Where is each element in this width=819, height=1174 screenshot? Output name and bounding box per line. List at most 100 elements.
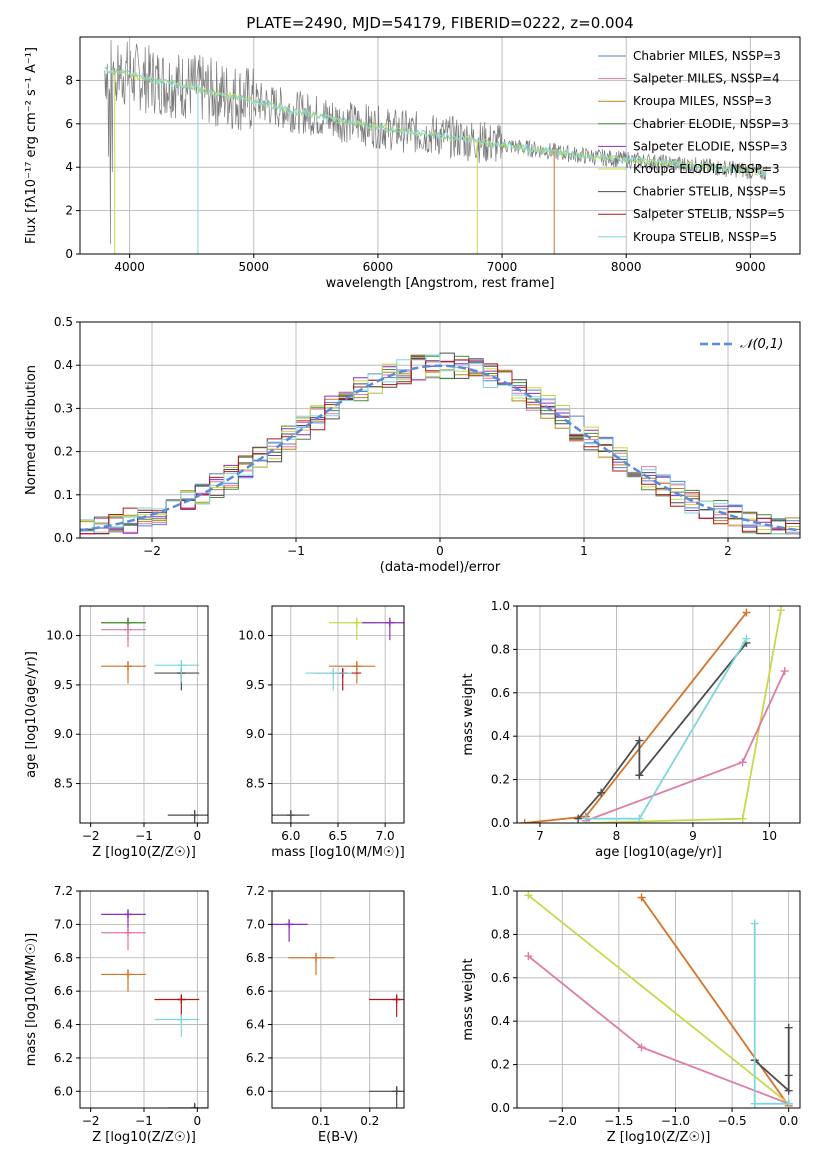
data-point xyxy=(524,952,533,961)
data-point xyxy=(312,953,320,962)
figure-title: PLATE=2490, MJD=54179, FIBERID=0222, z=0… xyxy=(246,14,633,32)
y-tick-label: 0.4 xyxy=(54,358,73,372)
data-point xyxy=(286,811,295,820)
plot-area xyxy=(101,617,208,823)
data-point xyxy=(524,891,533,900)
data-point xyxy=(784,1086,793,1095)
series-line xyxy=(527,955,790,1105)
y-tick-label: 6 xyxy=(65,117,73,131)
plot-area xyxy=(272,919,404,1108)
y-tick-label: 6.4 xyxy=(246,1018,265,1032)
data-point xyxy=(177,1015,186,1024)
y-tick-label: 7.2 xyxy=(246,884,265,898)
y-tick-label: 0.1 xyxy=(54,488,73,502)
histogram xyxy=(80,354,800,535)
x-tick-label: 7 xyxy=(536,829,544,843)
data-point xyxy=(385,618,394,627)
x-tick-label: 10 xyxy=(762,829,777,843)
data-point xyxy=(124,625,132,634)
x-tick-label: 7.0 xyxy=(376,829,395,843)
data-point xyxy=(190,1104,199,1108)
x-axis-label: Z [log10(Z/Z☉)] xyxy=(607,1130,711,1145)
x-tick-label: 6000 xyxy=(363,260,394,274)
data-point xyxy=(581,814,590,823)
chart-age_mass: 6.0 6.5 7.0 8.5 9.0 9.5 10.0 mass [log10(M/M☉)] xyxy=(238,605,405,860)
series-line xyxy=(753,923,789,1105)
data-point xyxy=(635,771,644,780)
x-tick-label: −1 xyxy=(135,829,153,843)
data-point xyxy=(124,910,132,919)
chart-age_Z: −2 −1 0 8.5 9.0 9.5 10.0 Z [log10(Z/Z☉)] age [lo… xyxy=(24,605,209,860)
x-tick-label: −2.0 xyxy=(548,1114,577,1128)
legend-entry: Kroupa STELIB, NSSP=5 xyxy=(633,230,777,244)
y-tick-label: 6.2 xyxy=(246,1051,265,1065)
x-tick-label: −2 xyxy=(143,544,161,558)
data-point xyxy=(392,1087,401,1096)
data-point xyxy=(750,1099,759,1108)
x-axis-label: (data-model)/error xyxy=(380,560,501,575)
plot-area xyxy=(104,40,767,254)
data-point xyxy=(742,608,751,617)
y-tick-label: 7.0 xyxy=(54,917,73,931)
y-tick-label: 1.0 xyxy=(491,599,510,613)
x-tick-label: 9 xyxy=(689,829,697,843)
data-spectrum xyxy=(104,40,767,245)
series-line xyxy=(640,896,790,1107)
data-point xyxy=(635,814,644,823)
x-tick-label: 2 xyxy=(724,544,732,558)
y-tick-label: 0.2 xyxy=(491,773,510,787)
x-tick-label: 8000 xyxy=(611,260,642,274)
y-tick-label: 7.2 xyxy=(54,884,73,898)
data-point xyxy=(190,811,199,820)
y-tick-label: 9.5 xyxy=(246,678,265,692)
legend-entry: Salpeter STELIB, NSSP=5 xyxy=(633,207,785,221)
y-tick-label: 9.5 xyxy=(54,678,73,692)
x-tick-label: −1.5 xyxy=(604,1114,633,1128)
data-point xyxy=(637,1043,646,1052)
y-tick-label: 0.4 xyxy=(491,729,510,743)
data-point xyxy=(750,919,759,928)
x-axis-label: Z [log10(Z/Z☉)] xyxy=(92,1130,196,1145)
data-point xyxy=(784,1071,793,1080)
x-tick-label: 0 xyxy=(194,829,202,843)
x-tick-label: 4000 xyxy=(114,260,145,274)
legend-entry: Salpeter ELODIE, NSSP=3 xyxy=(633,139,788,153)
x-tick-label: 0.0 xyxy=(779,1114,798,1128)
data-point xyxy=(352,618,361,627)
y-tick-label: 6.6 xyxy=(54,984,73,998)
plot-area xyxy=(101,909,208,1108)
chart-mass_EBV: 0.1 0.2 6.0 6.2 6.4 6.6 6.8 7.0 7.2 E(B-V) xyxy=(246,884,405,1145)
normal-curve xyxy=(80,364,800,532)
legend-entry: Kroupa ELODIE, NSSP=3 xyxy=(633,162,780,176)
y-tick-label: 0.8 xyxy=(491,642,510,656)
plot-area xyxy=(272,617,404,823)
x-tick-label: 0 xyxy=(436,544,444,558)
histogram xyxy=(80,357,800,535)
x-axis-label: Z [log10(Z/Z☉)] xyxy=(92,845,196,860)
data-point xyxy=(124,970,132,979)
data-point xyxy=(352,662,361,671)
x-tick-label: 6.0 xyxy=(281,829,300,843)
data-point xyxy=(597,788,606,797)
data-point xyxy=(742,634,751,643)
chart-residuals: −2 −1 0 1 2 0.0 0.1 0.2 0.3 0.4 0.5 (data-model)/er… xyxy=(24,315,801,575)
x-tick-label: 5000 xyxy=(239,260,270,274)
y-tick-label: 0 xyxy=(65,247,73,261)
y-axis-label: Normed distribution xyxy=(24,365,39,495)
chart-mass_Z: −2 −1 0 6.0 6.2 6.4 6.6 6.8 7.0 7.2 Z [log10(Z/Z☉)… xyxy=(24,884,209,1145)
y-tick-label: 9.0 xyxy=(54,727,73,741)
chart-spectrum: 4000 5000 6000 7000 8000 9000 0 2 4 6 8 wavelength … xyxy=(24,36,801,291)
data-point xyxy=(574,814,583,823)
x-tick-label: −0.5 xyxy=(718,1114,747,1128)
series-line xyxy=(585,610,782,823)
data-point xyxy=(329,669,338,678)
x-tick-label: 0.2 xyxy=(360,1114,379,1128)
data-point xyxy=(124,662,132,671)
x-tick-label: 7000 xyxy=(487,260,518,274)
model-line xyxy=(104,67,767,178)
legend-entry: Kroupa MILES, NSSP=3 xyxy=(633,94,772,108)
y-tick-label: 7.0 xyxy=(246,917,265,931)
plot-area xyxy=(520,606,789,823)
y-tick-label: 0.2 xyxy=(54,445,73,459)
